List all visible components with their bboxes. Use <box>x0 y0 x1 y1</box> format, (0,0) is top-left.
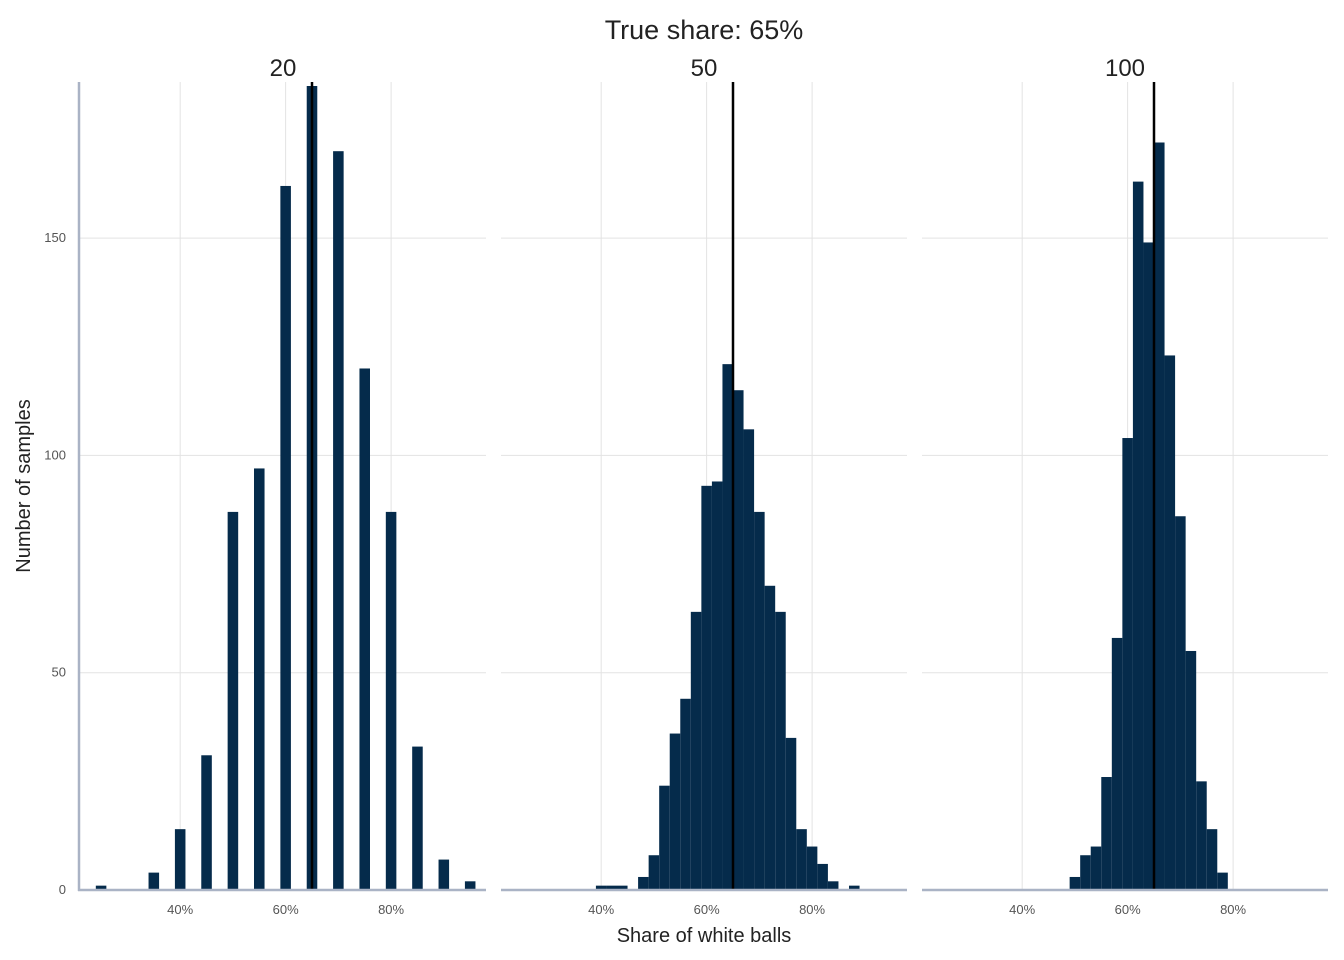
histogram-bar <box>690 611 702 890</box>
histogram-bar <box>227 511 239 890</box>
histogram-bar <box>606 885 617 890</box>
histogram-bar <box>1206 829 1218 890</box>
facet-panel-50: 40% 60% 80% 50 <box>501 55 907 917</box>
histogram-bar <box>595 885 607 890</box>
histogram-bar <box>254 468 265 890</box>
facet-label: 50 <box>691 55 718 82</box>
facet-panel-20: 40% 60% 80% 20 0 50 100 150 <box>44 55 486 917</box>
histogram-bar <box>806 846 818 890</box>
histogram-bar <box>711 481 723 890</box>
x-tick-label: 80% <box>1220 902 1246 917</box>
x-tick-label: 60% <box>694 902 720 917</box>
histogram-bar <box>412 746 423 890</box>
histogram-bar <box>775 611 786 890</box>
x-tick-label: 40% <box>167 902 193 917</box>
histogram-bar <box>201 755 212 890</box>
y-axis-title: Number of samples <box>13 399 35 572</box>
histogram-bar <box>1217 872 1228 890</box>
y-tick-label: 100 <box>44 447 66 462</box>
histogram-bar <box>764 585 776 890</box>
histogram-bar <box>1080 855 1091 890</box>
histogram-bar <box>359 368 370 891</box>
histogram-bar <box>95 885 107 890</box>
x-tick-label: 60% <box>273 902 299 917</box>
histogram-bar <box>817 863 828 890</box>
x-tick-label: 40% <box>1009 902 1035 917</box>
facet-label: 20 <box>270 55 297 82</box>
histogram-bar <box>174 829 186 890</box>
histogram-bar <box>1175 516 1186 890</box>
histogram-bar <box>1132 181 1144 890</box>
y-tick-label: 50 <box>52 665 66 680</box>
histogram-bar <box>1101 777 1112 890</box>
histogram-bar <box>1122 438 1133 890</box>
histogram-bar <box>280 185 291 890</box>
histogram-bar <box>638 876 649 890</box>
histogram-bar <box>1164 355 1176 891</box>
y-tick-label: 0 <box>59 882 66 897</box>
y-tick-label: 150 <box>44 230 66 245</box>
x-tick-label: 60% <box>1115 902 1141 917</box>
histogram-bar <box>648 855 660 890</box>
facet-panels: 40% 60% 80% 20 0 50 100 150 40% 60% 80% 50 40% 60% 80%… <box>44 55 1328 917</box>
histogram-bar <box>464 881 476 890</box>
histogram-bar <box>1143 242 1154 891</box>
histogram-bar <box>1154 142 1165 890</box>
histogram-bar <box>385 511 397 890</box>
x-tick-label: 80% <box>378 902 404 917</box>
histogram-bar <box>733 390 744 890</box>
histogram-bar <box>148 872 160 890</box>
histogram-bar <box>743 429 755 890</box>
histogram-bar <box>849 885 860 890</box>
x-tick-label: 80% <box>799 902 825 917</box>
facet-label: 100 <box>1105 55 1145 82</box>
histogram-bar <box>617 885 628 890</box>
histogram-bar <box>1111 637 1123 890</box>
histogram-bar <box>1090 846 1102 890</box>
histogram-bar <box>1196 781 1207 890</box>
x-tick-label: 40% <box>588 902 614 917</box>
histogram-bar <box>827 881 839 890</box>
histogram-bar <box>1185 650 1197 890</box>
histogram-bar <box>680 698 691 890</box>
chart-title: True share: 65% <box>605 15 804 45</box>
x-axis-title: Share of white balls <box>617 925 792 947</box>
facet-panel-100: 40% 60% 80% 100 <box>922 55 1328 917</box>
histogram-bar <box>785 737 797 890</box>
histogram-bar <box>659 785 670 890</box>
histogram-bar <box>796 829 807 890</box>
histogram-bar <box>1069 876 1081 890</box>
histogram-bar <box>669 733 681 890</box>
histogram-bar <box>438 859 450 890</box>
histogram-bar <box>333 151 344 890</box>
histogram-bar <box>754 511 765 890</box>
histogram-bar <box>701 485 712 890</box>
histogram-bar <box>722 364 733 891</box>
